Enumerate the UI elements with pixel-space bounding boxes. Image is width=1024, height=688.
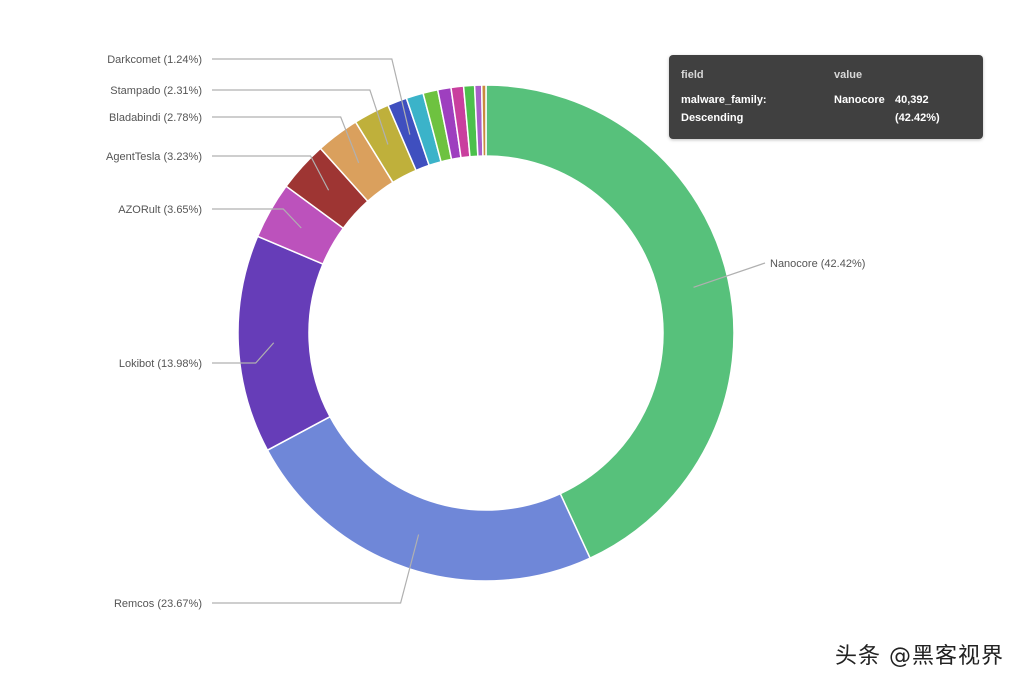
tooltip-row2-field: Descending — [681, 112, 744, 124]
donut-slices — [237, 84, 735, 582]
label-remcos: Remcos (23.67%) — [114, 598, 202, 610]
label-leader-lines — [212, 58, 766, 604]
tooltip-row1-field: malware_family: — [681, 94, 767, 106]
tooltip-header-field: field — [681, 69, 704, 81]
label-stampado: Stampado (2.31%) — [110, 85, 202, 97]
label-agenttesla: AgentTesla (3.23%) — [106, 151, 202, 163]
slice-other-7[interactable] — [480, 84, 487, 157]
tooltip-header-value: value — [834, 69, 863, 81]
leader-line-darkcomet — [212, 58, 411, 135]
leader-line-stampado — [212, 89, 389, 145]
slice-remcos[interactable] — [266, 415, 592, 582]
leader-line-lokibot — [212, 342, 275, 364]
chart-tooltip: field value malware_family: Nanocore 40,… — [669, 55, 983, 139]
tooltip-row2-pct: (42.42%) — [895, 112, 940, 124]
label-nanocore: Nanocore (42.42%) — [770, 258, 865, 270]
slice-lokibot[interactable] — [237, 235, 332, 452]
slice-nanocore[interactable] — [485, 84, 735, 560]
watermark: 头条 @黑客视界 — [835, 644, 1004, 669]
leader-line-azorult — [212, 208, 302, 229]
leader-line-remcos — [212, 534, 420, 604]
label-darkcomet: Darkcomet (1.24%) — [107, 54, 202, 66]
leader-line-agenttesla — [212, 155, 330, 191]
label-bladabindi: Bladabindi (2.78%) — [109, 112, 202, 124]
tooltip-row1-name: Nanocore — [834, 94, 885, 106]
slice-labels: Nanocore (42.42%) Remcos (23.67%) Lokibot … — [106, 54, 865, 610]
tooltip-row1-count: 40,392 — [895, 94, 929, 106]
leader-line-nanocore — [693, 262, 766, 288]
label-azorult: AZORult (3.65%) — [118, 204, 202, 216]
label-lokibot: Lokibot (13.98%) — [119, 358, 202, 370]
leader-line-bladabindi — [212, 116, 360, 164]
